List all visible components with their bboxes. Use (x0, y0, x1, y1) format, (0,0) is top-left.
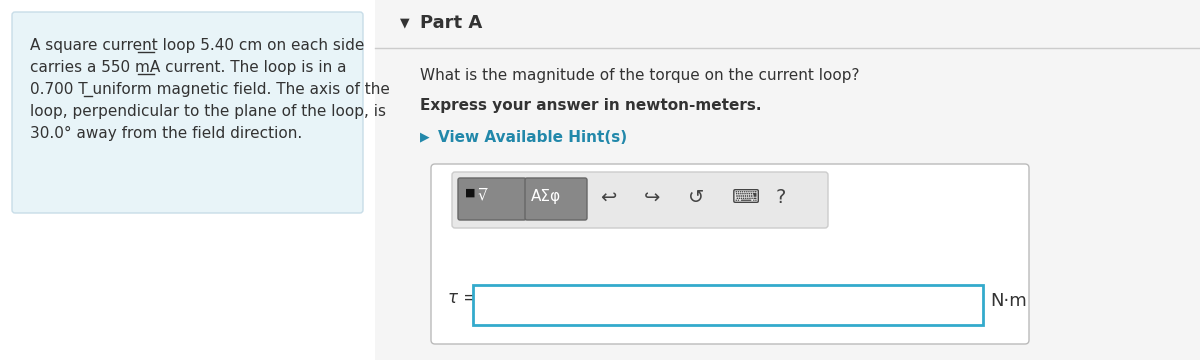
Text: ?: ? (776, 188, 786, 207)
Text: Part A: Part A (420, 14, 482, 32)
Text: √̅: √̅ (478, 187, 487, 202)
FancyBboxPatch shape (458, 178, 526, 220)
Text: ΑΣφ: ΑΣφ (530, 189, 562, 204)
Text: carries a 550 mA current. The loop is in a: carries a 550 mA current. The loop is in… (30, 60, 347, 75)
Text: N·m: N·m (990, 292, 1027, 310)
Text: ↺: ↺ (688, 188, 704, 207)
Text: ▼: ▼ (400, 16, 409, 29)
Text: 0.700 T uniform magnetic field. The axis of the: 0.700 T uniform magnetic field. The axis… (30, 82, 390, 97)
Text: τ =: τ = (448, 289, 478, 307)
Text: ⌨: ⌨ (732, 188, 760, 207)
Text: ▶: ▶ (420, 130, 430, 143)
Bar (473, 285, 983, 325)
Text: ↪: ↪ (644, 188, 660, 207)
FancyBboxPatch shape (12, 12, 364, 213)
Text: ↩: ↩ (600, 188, 617, 207)
Text: View Available Hint(s): View Available Hint(s) (438, 130, 628, 145)
Text: ■: ■ (466, 188, 475, 198)
Bar (374, 0, 1200, 360)
Text: Express your answer in newton-meters.: Express your answer in newton-meters. (420, 98, 762, 113)
Text: loop, perpendicular to the plane of the loop, is: loop, perpendicular to the plane of the … (30, 104, 386, 119)
FancyBboxPatch shape (526, 178, 587, 220)
Text: A square current loop 5.40 cm on each side: A square current loop 5.40 cm on each si… (30, 38, 365, 53)
FancyBboxPatch shape (452, 172, 828, 228)
FancyBboxPatch shape (431, 164, 1030, 344)
Text: 30.0° away from the field direction.: 30.0° away from the field direction. (30, 126, 302, 141)
Text: What is the magnitude of the torque on the current loop?: What is the magnitude of the torque on t… (420, 68, 859, 83)
